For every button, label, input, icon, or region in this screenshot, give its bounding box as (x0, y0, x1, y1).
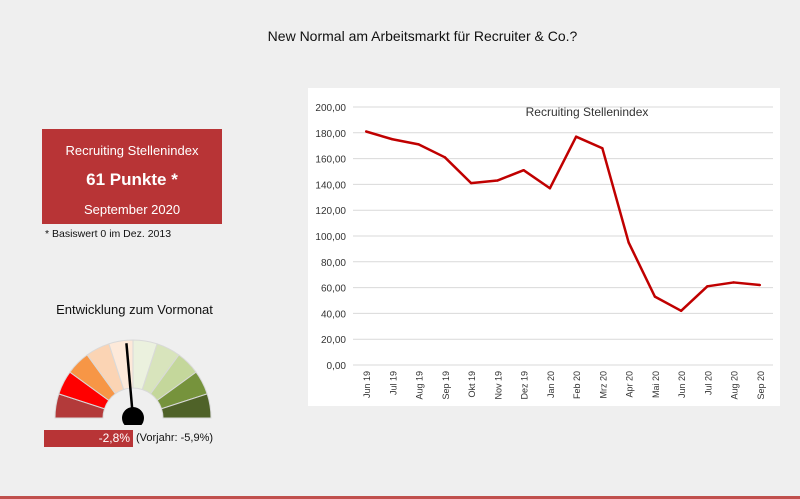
data-point (679, 309, 683, 313)
x-tick-label: Feb 20 (572, 371, 582, 399)
x-tick-label: Sep 20 (756, 371, 766, 400)
page-title: New Normal am Arbeitsmarkt für Recruiter… (267, 28, 578, 44)
data-point (627, 241, 630, 244)
kpi-card: Recruiting Stellenindex 61 Punkte * Sept… (42, 129, 222, 224)
x-tick-label: Jul 19 (388, 371, 398, 395)
data-point (417, 143, 420, 146)
gauge-segment (160, 393, 212, 419)
data-point (574, 135, 578, 138)
x-tick-label: Mrz 20 (598, 371, 608, 399)
x-tick-label: Jan 20 (546, 371, 556, 398)
chart-title: Recruiting Stellenindex (526, 105, 649, 119)
gauge-hub (122, 407, 144, 425)
x-tick-label: Jul 20 (703, 371, 713, 395)
kpi-label: Recruiting Stellenindex (65, 143, 199, 158)
change-gauge (54, 339, 212, 425)
data-point (391, 138, 394, 141)
change-bar (44, 430, 133, 447)
y-tick-label: 40,00 (321, 309, 346, 320)
x-tick-label: Apr 20 (625, 371, 635, 398)
x-tick-label: Okt 19 (467, 371, 477, 398)
bottom-border (0, 496, 800, 499)
data-point (758, 283, 762, 287)
data-point (601, 147, 604, 150)
kpi-period: September 2020 (83, 202, 181, 217)
x-tick-label: Jun 20 (677, 371, 687, 398)
y-tick-label: 140,00 (315, 180, 346, 191)
data-point (706, 285, 709, 288)
previous-year-change: (Vorjahr: -5,9%) (136, 432, 214, 444)
y-tick-label: 0,00 (327, 361, 347, 372)
y-tick-label: 120,00 (315, 206, 346, 217)
y-tick-label: 20,00 (321, 335, 346, 346)
data-point (522, 169, 525, 172)
y-tick-label: 180,00 (315, 129, 346, 140)
y-tick-label: 160,00 (315, 155, 346, 166)
y-tick-label: 200,00 (315, 103, 346, 114)
data-point (496, 179, 499, 182)
change-value: -2,8% (98, 431, 130, 445)
y-tick-label: 80,00 (321, 258, 346, 269)
y-tick-label: 100,00 (315, 232, 346, 243)
data-point (732, 281, 735, 284)
line-chart: Recruiting Stellenindex 0,00 20,00 40,00 60… (315, 103, 773, 400)
x-tick-label: Jun 19 (362, 371, 372, 398)
y-tick-label: 60,00 (321, 284, 346, 295)
x-tick-label: Aug 20 (730, 371, 740, 400)
x-tick-label: Dez 19 (520, 371, 530, 400)
x-tick-label: Nov 19 (493, 371, 503, 400)
data-point (443, 156, 447, 159)
data-point (548, 187, 552, 190)
chart-area: Recruiting Stellenindex 0,00 20,00 40,00 60… (308, 88, 780, 406)
series-line (365, 130, 760, 313)
gauge-needle (125, 343, 135, 419)
development-title: Entwicklung zum Vormonat (56, 302, 213, 317)
x-tick-label: Mai 20 (651, 371, 661, 398)
data-point (364, 130, 368, 133)
data-point (653, 295, 657, 298)
x-tick-label: Aug 19 (415, 371, 425, 400)
data-point (469, 181, 473, 185)
kpi-footnote: * Basiswert 0 im Dez. 2013 (45, 228, 172, 240)
kpi-value: 61 Punkte * (86, 170, 178, 189)
x-tick-label: Sep 19 (441, 371, 451, 400)
